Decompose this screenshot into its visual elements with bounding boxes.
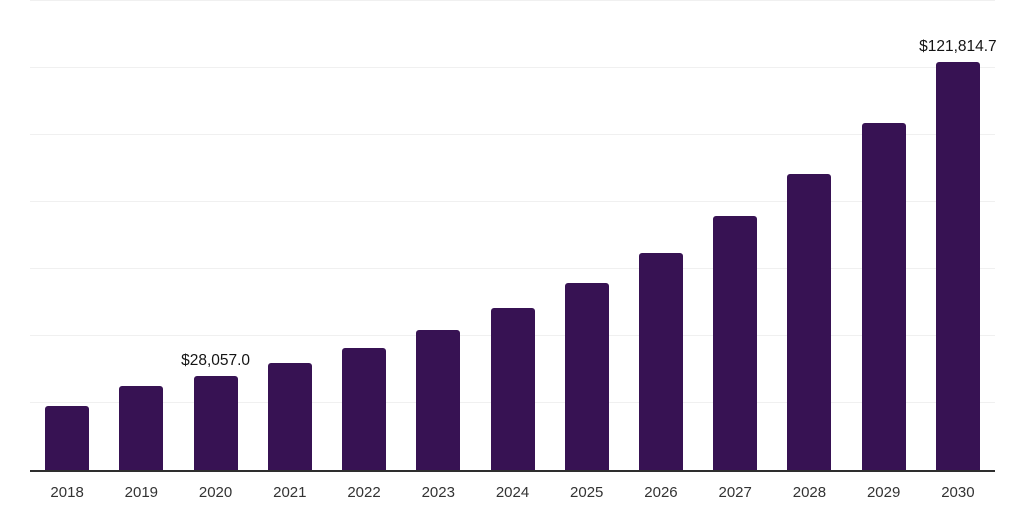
x-axis-label-2018: 2018 (50, 484, 84, 501)
bar-2022 (342, 348, 387, 470)
bar-2030 (935, 61, 980, 470)
bar-2019 (119, 385, 164, 470)
x-axis-label-2023: 2023 (421, 484, 455, 501)
bar-2029 (861, 123, 906, 470)
gridline-100000 (30, 134, 995, 135)
bar-2025 (564, 283, 609, 470)
bar-2027 (713, 216, 758, 470)
gridline-140000 (30, 0, 995, 1)
bar-2021 (267, 363, 312, 470)
x-axis-label-2026: 2026 (644, 484, 678, 501)
bar-2026 (638, 252, 683, 470)
bar-2024 (490, 308, 535, 470)
bar-2023 (416, 329, 461, 470)
gridline-120000 (30, 67, 995, 68)
x-axis-label-2021: 2021 (273, 484, 307, 501)
data-label-2030: $121,814.7 (919, 37, 997, 55)
x-axis-label-2019: 2019 (124, 484, 159, 501)
plot-area: $28,057.0 $121,814.7 (30, 0, 997, 472)
bar-2020 (193, 376, 238, 470)
x-axis-label-2027: 2027 (718, 484, 752, 501)
x-axis-label-2020: 2020 (198, 484, 233, 501)
x-axis-label-2024: 2024 (495, 484, 530, 501)
x-axis-label-2022: 2022 (347, 484, 381, 501)
data-label-2020: $28,057.0 (181, 352, 251, 370)
gridline-80000 (30, 201, 995, 202)
bar-2018 (45, 405, 90, 470)
x-axis-label-2025: 2025 (570, 484, 604, 501)
x-axis-label-2028: 2028 (792, 484, 827, 501)
gridline-60000 (30, 268, 995, 269)
bar-2028 (787, 173, 832, 470)
x-axis-label-2030: 2030 (941, 484, 975, 501)
x-axis-label-2029: 2029 (866, 484, 901, 501)
